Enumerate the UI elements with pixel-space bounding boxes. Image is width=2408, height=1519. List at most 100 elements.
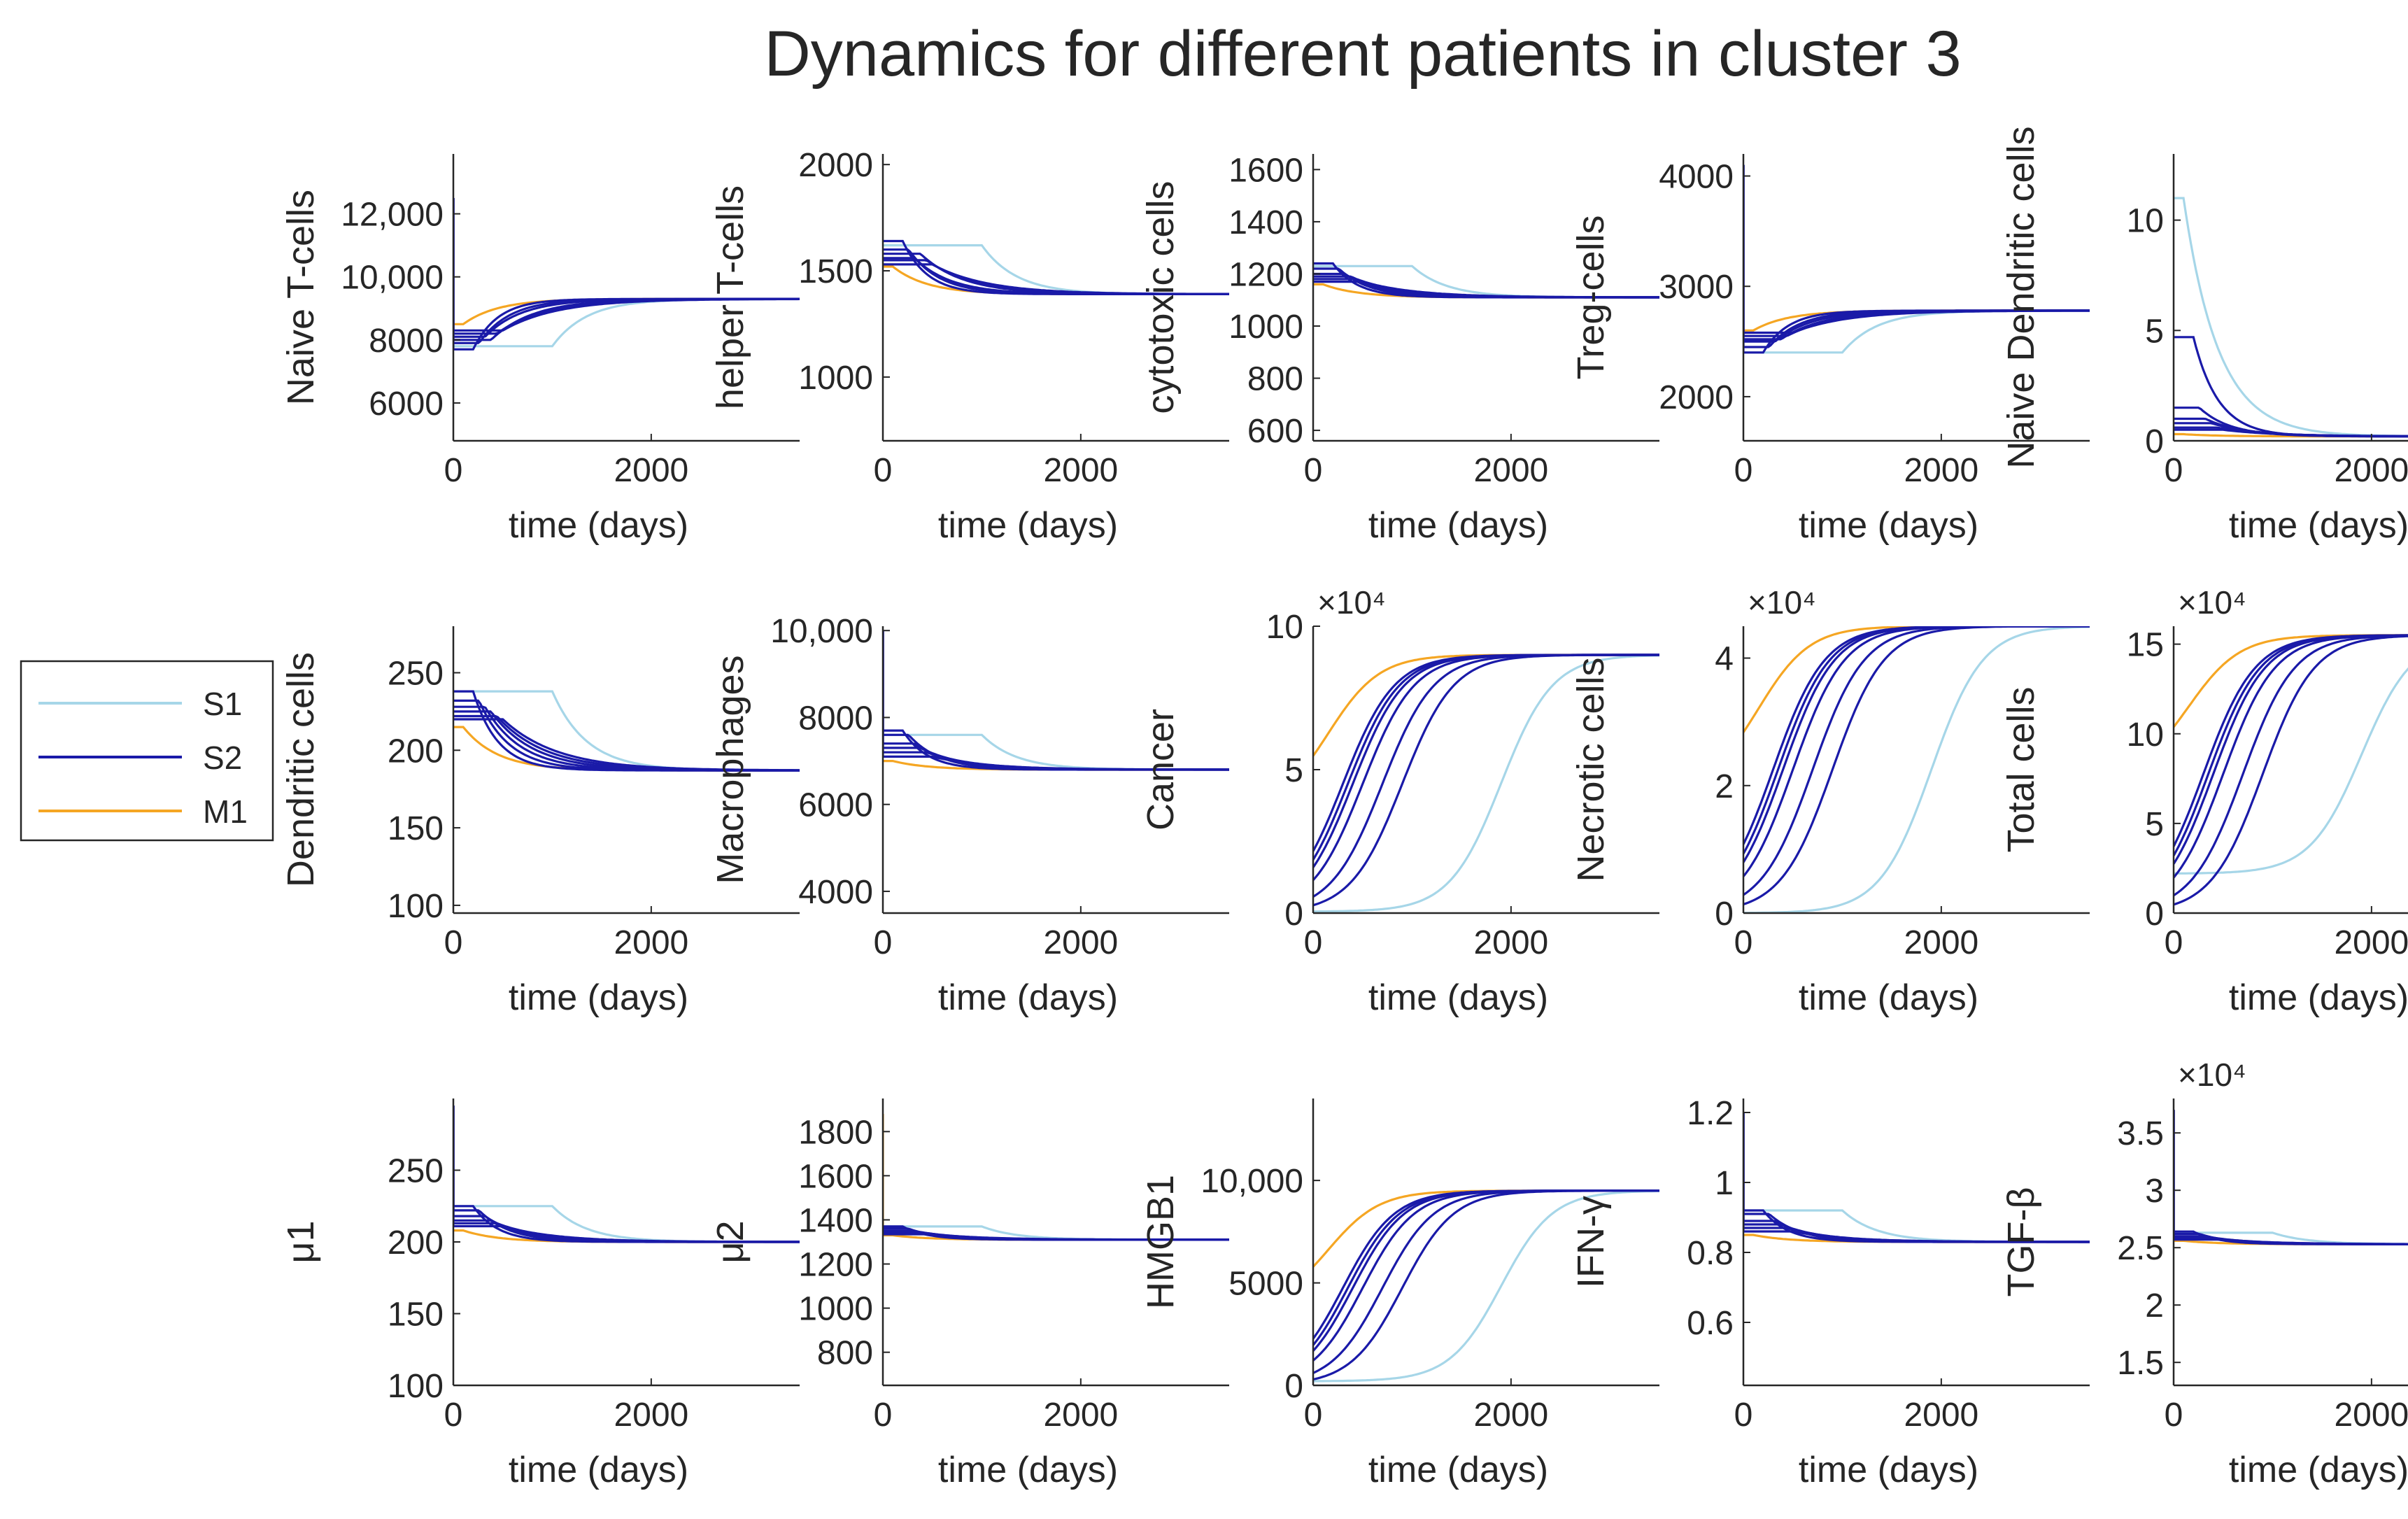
- y-axis-label: Naive Dendritic cells: [2000, 126, 2042, 468]
- y-tick-label: 1000: [798, 360, 873, 397]
- panel-series: [1743, 1112, 2090, 1243]
- y-tick-label: 0: [1284, 896, 1303, 933]
- y-tick-label: 2000: [798, 147, 873, 184]
- x-tick-label: 2000: [1904, 924, 1978, 961]
- y-tick-label: 150: [388, 1297, 444, 1334]
- y-tick-label: 5: [2145, 313, 2164, 350]
- axis-multiplier: ×10⁴: [1748, 584, 1816, 621]
- series-line-s1: [2174, 197, 2408, 437]
- x-tick-label: 0: [444, 1397, 463, 1434]
- y-axis-label: cytotoxic cells: [1140, 181, 1182, 414]
- series-line-s2: [453, 198, 800, 332]
- x-tick-label: 2000: [1904, 1397, 1978, 1434]
- series-line-s2: [883, 1233, 1229, 1241]
- panel-1: 6000 8000 10,000 12,000 0 2000 time (days) Naiv…: [280, 154, 800, 546]
- series-line-s2: [2174, 635, 2408, 906]
- y-axis-label: Dendritic cells: [280, 652, 322, 887]
- panel-10: 0 5 10 15 0 2000 time (days) Total cells ×10⁴: [2000, 584, 2408, 1018]
- panel-series: [883, 630, 1229, 771]
- panel-13: 0 5000 10,000 0 2000 time (days) HMGB1: [1140, 1098, 1659, 1490]
- x-axis-label: time (days): [938, 505, 1118, 546]
- series-line-s2: [2174, 1110, 2408, 1245]
- y-tick-label: 600: [1247, 413, 1303, 450]
- panel-series: [883, 1114, 1229, 1241]
- y-tick-label: 10: [1266, 609, 1303, 646]
- panel-series: [2174, 634, 2408, 906]
- x-tick-label: 0: [874, 1397, 893, 1434]
- panel-9: 0 2 4 0 2000 time (days) Necrotic cells ×10⁴: [1570, 584, 2090, 1018]
- x-tick-label: 0: [1734, 452, 1753, 489]
- y-tick-label: 1500: [798, 253, 873, 290]
- panel-series: [1313, 653, 1659, 913]
- series-line-s2: [2174, 428, 2408, 437]
- x-tick-label: 2000: [1473, 924, 1548, 961]
- y-tick-label: 5000: [1228, 1266, 1303, 1303]
- panel-series: [883, 239, 1229, 295]
- y-tick-label: 1200: [1228, 256, 1303, 293]
- y-tick-label: 10,000: [341, 260, 444, 297]
- x-axis-label: time (days): [509, 1450, 688, 1490]
- x-axis-label: time (days): [1368, 977, 1548, 1018]
- y-axis-label: IFN-γ: [1570, 1196, 1612, 1288]
- x-tick-label: 0: [874, 924, 893, 961]
- panel-14: 0.6 0.8 1 1.2 0 2000 time (days) IFN-γ: [1570, 1095, 2090, 1490]
- y-axis-label: TGF-β: [2000, 1187, 2042, 1297]
- x-axis-label: time (days): [1799, 977, 1978, 1018]
- x-axis-label: time (days): [2229, 505, 2408, 546]
- x-tick-label: 2000: [1043, 452, 1118, 489]
- y-tick-label: 2: [2145, 1287, 2164, 1324]
- legend-label-s2: S2: [203, 740, 242, 776]
- x-tick-label: 0: [444, 924, 463, 961]
- y-tick-label: 100: [388, 888, 444, 925]
- x-tick-label: 2000: [1043, 924, 1118, 961]
- x-tick-label: 2000: [1473, 452, 1548, 489]
- y-tick-label: 12,000: [341, 197, 444, 234]
- y-tick-label: 10: [2127, 203, 2164, 240]
- y-tick-label: 4000: [798, 874, 873, 911]
- x-tick-label: 0: [444, 452, 463, 489]
- y-tick-label: 2.5: [2117, 1230, 2164, 1267]
- y-tick-label: 10: [2127, 716, 2164, 754]
- x-tick-label: 2000: [1473, 1397, 1548, 1434]
- panel-2: 1000 1500 2000 0 2000 time (days) helper T-cel…: [709, 147, 1229, 546]
- y-tick-label: 800: [817, 1335, 873, 1372]
- y-tick-label: 10,000: [770, 613, 873, 650]
- panel-8: 0 5 10 0 2000 time (days) Cancer ×10⁴: [1140, 584, 1659, 1018]
- x-axis-label: time (days): [509, 505, 688, 546]
- y-tick-label: 3.5: [2117, 1115, 2164, 1152]
- x-axis-label: time (days): [938, 1450, 1118, 1490]
- y-tick-label: 1: [1715, 1165, 1734, 1202]
- y-tick-label: 5: [1284, 752, 1303, 789]
- x-tick-label: 2000: [614, 1397, 688, 1434]
- y-tick-label: 200: [388, 1224, 444, 1262]
- y-tick-label: 1.2: [1687, 1095, 1734, 1132]
- y-tick-label: 10,000: [1201, 1163, 1303, 1200]
- y-tick-label: 4000: [1659, 159, 1734, 196]
- y-tick-label: 1.5: [2117, 1345, 2164, 1382]
- y-tick-label: 6000: [369, 386, 444, 423]
- y-axis-label: HMGB1: [1140, 1175, 1182, 1309]
- x-tick-label: 0: [1304, 924, 1323, 961]
- y-tick-label: 150: [388, 810, 444, 847]
- x-tick-label: 0: [1734, 1397, 1753, 1434]
- y-tick-label: 1600: [798, 1158, 873, 1195]
- y-tick-label: 1400: [798, 1202, 873, 1239]
- series-line-s2: [2174, 1110, 2408, 1245]
- panel-12: 800 1000 1200 1400 1600 1800 0 2000 time (days) μ…: [709, 1098, 1229, 1490]
- series-line-s2: [1743, 164, 2090, 334]
- y-tick-label: 2000: [1659, 379, 1734, 416]
- panel-series: [1313, 262, 1659, 299]
- y-axis-label: Treg-cells: [1570, 215, 1612, 379]
- y-axis-label: μ1: [280, 1220, 322, 1263]
- panel-series: [1743, 164, 2090, 354]
- y-tick-label: 1600: [1228, 152, 1303, 189]
- y-tick-label: 1800: [798, 1114, 873, 1151]
- y-tick-label: 3: [2145, 1173, 2164, 1210]
- y-tick-label: 4: [1715, 641, 1734, 678]
- series-line-s2: [2174, 1110, 2408, 1245]
- y-axis-label: Total cells: [2000, 686, 2042, 852]
- series-line-s1: [1313, 654, 1659, 913]
- y-axis-label: Cancer: [1140, 709, 1182, 831]
- x-axis-label: time (days): [1799, 1450, 1978, 1490]
